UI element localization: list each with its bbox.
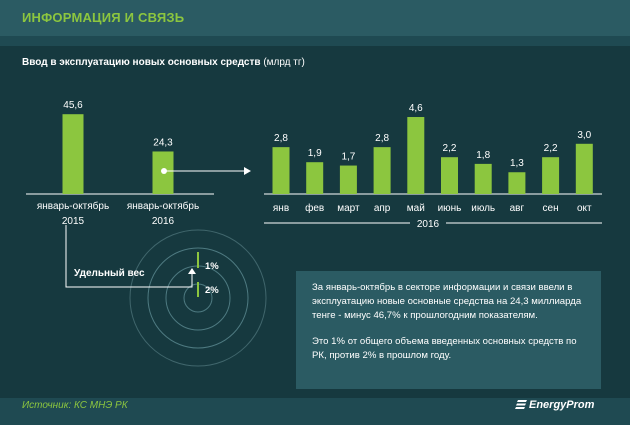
logo-mark-icon [515, 400, 527, 409]
monthly-tick-label: март [337, 203, 360, 214]
annual-bar [62, 114, 84, 194]
monthly-tick-label: июнь [438, 203, 462, 214]
monthly-bar [373, 147, 391, 194]
chart-annual: 45,6 январь-октябрь 2015 24,3 январь-октябрь… [26, 100, 214, 227]
monthly-bar [508, 172, 526, 194]
monthly-data-label: 1,7 [341, 152, 355, 163]
info-paragraph-2: Это 1% от общего объема введенных основн… [312, 336, 577, 361]
chart-monthly: 2,8 янв 1,9 фев 1,7 март 2,8 апр 4,6 май 2,2 июнь 1,… [264, 103, 602, 230]
monthly-data-label: 2,8 [375, 133, 389, 144]
share-circle-middle [165, 265, 231, 331]
share-callout: 1% 2% Удельный вес [65, 225, 219, 297]
monthly-data-label: 1,8 [476, 150, 490, 161]
monthly-tick-label: авг [510, 203, 525, 214]
monthly-data-label: 2,2 [544, 143, 558, 154]
connector-dot [161, 168, 167, 174]
monthly-bar [542, 157, 560, 194]
monthly-tick-label: янв [273, 203, 289, 214]
brand-logo: EnergyProm [515, 399, 594, 411]
share-circle-outermost [129, 229, 267, 367]
monthly-tick-label: апр [374, 203, 391, 214]
subtitle-unit: (млрд тг) [263, 57, 305, 68]
share-line-2016 [65, 225, 193, 288]
annual-data-label: 45,6 [63, 100, 83, 111]
share-circles [129, 229, 267, 367]
logo-text: EnergyProm [529, 399, 595, 411]
monthly-bar [441, 157, 458, 194]
annual-tick-label-year: 2016 [152, 216, 175, 227]
monthly-tick-label: окт [577, 203, 592, 214]
chart-subtitle: Ввод в эксплуатацию новых основных средс… [22, 57, 305, 68]
monthly-data-label: 3,0 [577, 130, 591, 141]
share-label: Удельный вес [74, 268, 145, 279]
connector-arrow [161, 167, 251, 175]
monthly-data-label: 4,6 [409, 103, 423, 114]
share-value-2015: 2% [205, 285, 219, 296]
monthly-tick-label: фев [305, 202, 324, 214]
monthly-bar [575, 143, 593, 194]
share-arrowhead-2016 [188, 268, 196, 274]
monthly-data-label: 1,9 [308, 148, 322, 159]
share-circle-outer [147, 247, 249, 349]
monthly-tick-label: сен [543, 203, 559, 214]
monthly-bar [272, 147, 290, 194]
monthly-tick-label: май [407, 203, 425, 214]
subtitle-main: Ввод в эксплуатацию новых основных средс… [22, 57, 261, 68]
monthly-tick-label: июль [471, 203, 495, 214]
monthly-bar [306, 162, 324, 194]
header-bar: ИНФОРМАЦИЯ И СВЯЗЬ [0, 0, 630, 36]
monthly-x-label: 2016 [417, 219, 440, 230]
share-value-2016: 1% [205, 261, 219, 272]
annual-tick-label: январь-октябрь [127, 200, 199, 212]
monthly-bar [474, 163, 492, 194]
monthly-bar [339, 165, 357, 194]
annual-data-label: 24,3 [153, 137, 173, 148]
source-note: Источник: КС МНЭ РК [22, 400, 128, 411]
monthly-data-label: 1,3 [510, 158, 524, 169]
info-paragraph-1: За январь-октябрь в секторе информации и… [312, 282, 582, 321]
monthly-bar [407, 117, 425, 194]
connector-arrowhead [244, 167, 251, 175]
annual-tick-label-year: 2015 [62, 216, 85, 227]
monthly-data-label: 2,2 [443, 143, 457, 154]
annual-tick-label: январь-октябрь [37, 200, 109, 212]
monthly-data-label: 2,8 [274, 133, 288, 144]
info-box: За январь-октябрь в секторе информации и… [296, 271, 601, 389]
header-title: ИНФОРМАЦИЯ И СВЯЗЬ [22, 10, 185, 25]
